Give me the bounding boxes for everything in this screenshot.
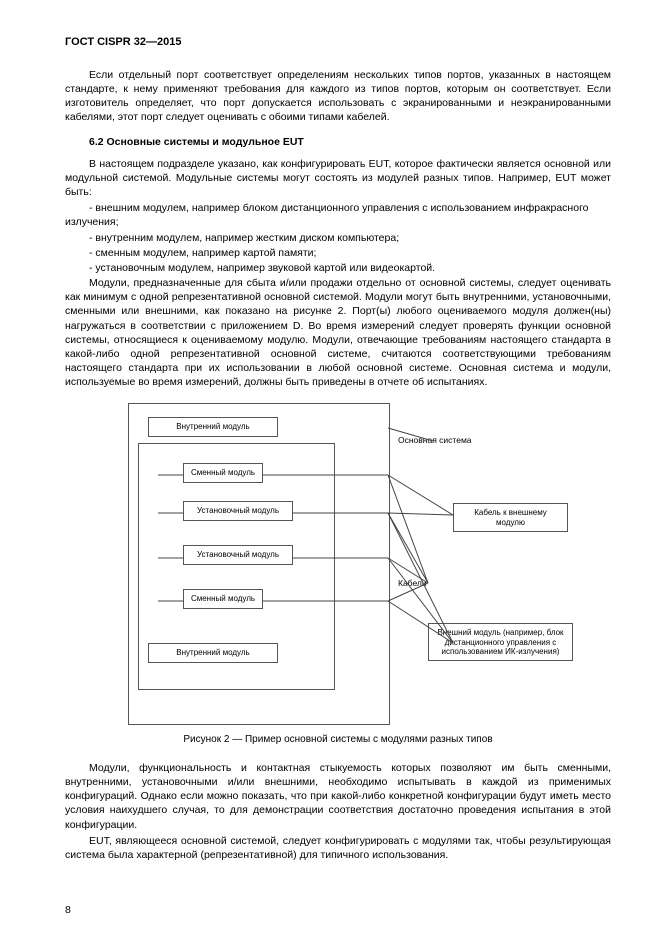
- box-swap-1: Сменный модуль: [183, 463, 263, 482]
- figure-2-caption: Рисунок 2 — Пример основной системы с мо…: [65, 733, 611, 747]
- paragraph-5: EUT, являющееся основной системой, следу…: [65, 834, 611, 862]
- page-number: 8: [65, 903, 71, 917]
- section-6-2-title: 6.2 Основные системы и модульное EUT: [65, 135, 611, 149]
- box-swap-2: Сменный модуль: [183, 589, 263, 608]
- box-cable-to-external: Кабель к внешнему модулю: [453, 503, 568, 531]
- page: ГОСТ CISPR 32—2015 Если отдельный порт с…: [0, 0, 661, 935]
- box-install-2: Установочный модуль: [183, 545, 293, 564]
- standard-heading: ГОСТ CISPR 32—2015: [65, 35, 611, 50]
- paragraph-3: Модули, предназначенные для сбыта и/или …: [65, 276, 611, 389]
- bullet-2: - внутренним модулем, например жестким д…: [65, 231, 611, 245]
- diagram: Внутренний модуль Сменный модуль Установ…: [98, 403, 578, 723]
- box-internal-2: Внутренний модуль: [148, 643, 278, 662]
- figure-2: Внутренний модуль Сменный модуль Установ…: [65, 403, 611, 723]
- label-cables: Кабели: [398, 578, 427, 589]
- bullet-4: - установочным модулем, например звуково…: [65, 261, 611, 275]
- bullet-3: - сменным модулем, например картой памят…: [65, 246, 611, 260]
- bullet-1: - внешним модулем, например блоком диста…: [65, 201, 611, 229]
- box-install-1: Установочный модуль: [183, 501, 293, 520]
- box-internal-1: Внутренний модуль: [148, 417, 278, 436]
- paragraph-4: Модули, функциональность и контактная ст…: [65, 761, 611, 832]
- paragraph-2: В настоящем подразделе указано, как конф…: [65, 157, 611, 200]
- box-external-module: Внешний модуль (например, блок дистанцио…: [428, 623, 573, 661]
- paragraph-1: Если отдельный порт соответствует опреде…: [65, 68, 611, 125]
- label-host-system: Основная система: [398, 435, 472, 446]
